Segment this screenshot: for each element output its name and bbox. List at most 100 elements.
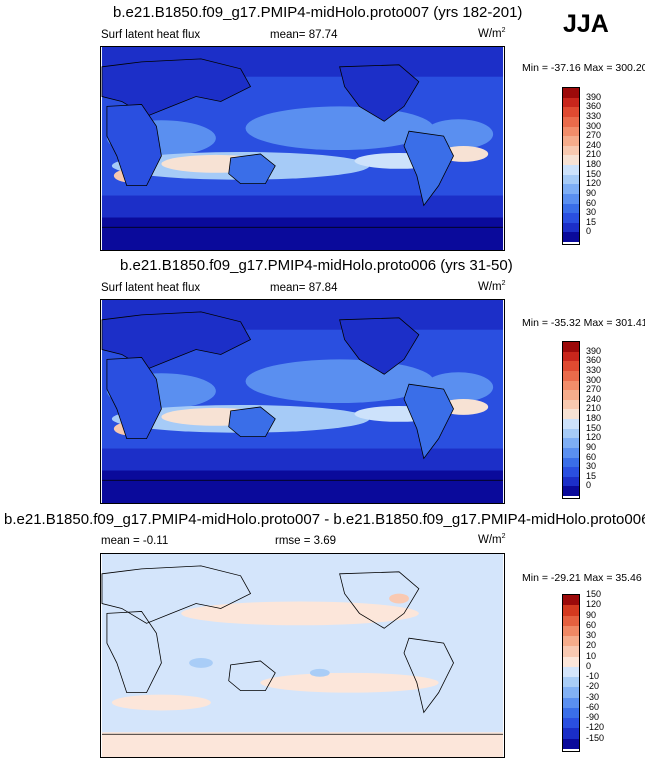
colorbar-2-segment (563, 399, 579, 410)
colorbar-2-tick-label: 120 (586, 432, 602, 443)
colorbar-2-tick-label: 180 (586, 413, 602, 423)
colorbar-2-tick-label: 60 (586, 451, 597, 462)
southern-ocean-band (101, 195, 504, 218)
colorbar-2-tick-label: 90 (586, 441, 597, 452)
colorbar-3-tick-label: -90 (586, 712, 600, 723)
north-america-land (339, 317, 420, 375)
colorbar-1-tick-label: 150 (586, 168, 602, 179)
colorbar-2-segment (563, 361, 579, 371)
positive-anomaly-north (181, 601, 419, 626)
colorbar-3-segment (563, 636, 579, 647)
colorbar-3-segment (563, 697, 579, 708)
panel-1-minmax: Min = -37.16 Max = 300.20 (522, 62, 645, 74)
panel-3-colorbar-ticks: -150 -120 -90 -60 -30 -20 -10 0 10 20 30 60 90 120 150 (586, 590, 626, 752)
colorbar-1-segment (563, 116, 579, 127)
south-america-coast (403, 637, 454, 714)
colorbar-1-segment (563, 203, 579, 214)
antarctic-band (101, 470, 504, 503)
africa-land (106, 104, 162, 187)
colorbar-2-tick-label: 390 (586, 345, 602, 356)
colorbar-2-tick-label: 270 (586, 384, 602, 395)
colorbar-1-segment (563, 97, 579, 108)
panel-2-colorbar (562, 341, 580, 499)
colorbar-3-segment (563, 687, 579, 698)
colorbar-3-tick-label: -60 (586, 701, 600, 712)
colorbar-1-segment (563, 136, 579, 146)
panel-1-map (100, 46, 505, 251)
eurasia-land (101, 311, 252, 370)
colorbar-3-segment (563, 605, 579, 616)
panel-3-rmse: rmse = 3.69 (275, 535, 336, 547)
colorbar-3-segment (563, 646, 579, 657)
colorbar-2-segment (563, 351, 579, 362)
colorbar-3-segment (563, 718, 579, 729)
southern-ocean-band (101, 448, 504, 471)
panel-3-rmse-value: 3.69 (313, 535, 337, 547)
colorbar-1-tick-label: 330 (586, 110, 602, 121)
panel-3-mean-value: -0.11 (142, 535, 169, 547)
colorbar-2-segment (563, 428, 579, 439)
colorbar-3-tick-label: -150 (586, 732, 605, 743)
panel-2-variable-label: Surf latent heat flux (101, 282, 201, 294)
colorbar-3-tick-label: 120 (586, 599, 602, 610)
panel-1-mean-value: 87.74 (308, 29, 338, 41)
positive-anomaly-southern-indian (111, 694, 211, 711)
colorbar-1-segment (563, 174, 579, 185)
colorbar-1-segment (563, 88, 579, 98)
colorbar-3-tick-label: -30 (586, 691, 600, 702)
panel-1-mean: mean= 87.74 (270, 29, 337, 41)
colorbar-1-tick-label: 270 (586, 130, 602, 141)
panel-3-rmse-label: rmse = (275, 535, 311, 547)
colorbar-3-segment (563, 728, 579, 739)
colorbar-2-segment (563, 438, 579, 448)
colorbar-3-segment (563, 615, 579, 626)
colorbar-1-tick-label: 360 (586, 101, 602, 112)
colorbar-1-tick-label: 90 (586, 187, 597, 198)
colorbar-2-segment (563, 476, 579, 487)
colorbar-2-tick-label: 210 (586, 403, 602, 414)
australia-land (228, 153, 276, 185)
colorbar-3-tick-label: 10 (586, 650, 597, 661)
panel-1-units: W/m2 (478, 27, 506, 40)
colorbar-2-segment (563, 419, 579, 429)
colorbar-1-segment (563, 213, 579, 223)
colorbar-1-segment (563, 107, 579, 117)
colorbar-3-tick-label: 150 (586, 589, 602, 599)
panel-2-mean-value: 87.84 (308, 282, 338, 294)
colorbar-2-segment (563, 447, 579, 458)
australia-land (228, 406, 276, 438)
ocean-background (101, 554, 504, 757)
antarctic-band (101, 217, 504, 250)
panel-2-mean: mean= 87.84 (270, 282, 337, 294)
panel-3-mean: mean = -0.11 (101, 535, 168, 547)
colorbar-2-tick-label: 30 (586, 461, 597, 472)
north-america-coast (339, 571, 420, 629)
panel-1-mean-label: mean= (270, 29, 306, 41)
colorbar-3-tick-label: 0 (586, 660, 592, 671)
panel-2-colorbar-ticks: 0 15 30 60 90 120 150 180 210 240 270 300 330 360 390 (586, 341, 626, 499)
season-label: JJA (563, 10, 609, 38)
colorbar-1-segment (563, 193, 579, 204)
panel-1-colorbar (562, 87, 580, 245)
panel-3-units: W/m2 (478, 533, 506, 546)
positive-anomaly-atlantic (389, 593, 409, 604)
colorbar-1-segment (563, 126, 579, 137)
panel-1-title: b.e21.B1850.f09_g17.PMIP4-midHolo.proto0… (113, 4, 523, 21)
colorbar-2-segment (563, 409, 579, 419)
colorbar-1-tick-label: 240 (586, 139, 602, 150)
colorbar-2-tick-label: 300 (586, 374, 602, 385)
colorbar-3-tick-label: 60 (586, 619, 597, 630)
south-america-land (403, 383, 454, 460)
colorbar-2-segment (563, 370, 579, 381)
colorbar-2-tick-label: 330 (586, 364, 602, 375)
colorbar-1-tick-label: 60 (586, 197, 597, 208)
colorbar-1-segment (563, 184, 579, 194)
colorbar-1-tick-label: 180 (586, 159, 602, 169)
panel-3-mean-label: mean = (101, 535, 140, 547)
negative-anomaly-indian (189, 657, 213, 668)
colorbar-2-segment (563, 342, 579, 352)
colorbar-1-segment (563, 165, 579, 175)
colorbar-1-tick-label: 0 (586, 226, 592, 237)
colorbar-2-segment (563, 467, 579, 477)
positive-anomaly-south (260, 672, 439, 693)
